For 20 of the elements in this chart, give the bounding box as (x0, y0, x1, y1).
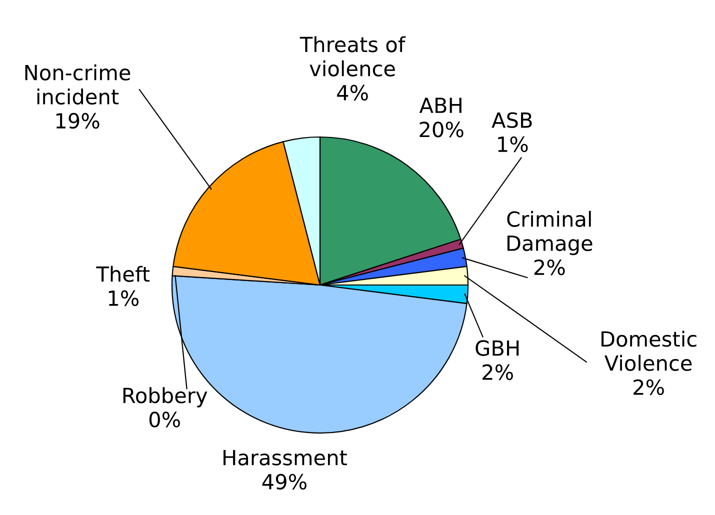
slice-label: Harassment (224, 450, 347, 466)
data-label: 2% (534, 259, 565, 276)
slice-label: Domestic Violence (602, 330, 696, 371)
data-label: 2% (482, 364, 513, 380)
slice-label: ABH (419, 98, 462, 113)
slice-label: Non-crime incident (25, 64, 130, 105)
slice-label: Theft (96, 266, 150, 282)
slice-label: ASB (492, 112, 532, 128)
data-label: 1% (498, 136, 528, 152)
data-label: 4% (337, 84, 368, 101)
category-label: Robbery (123, 387, 208, 408)
slice-label: Threats of violence (300, 36, 406, 76)
data-label: 2% (634, 379, 664, 396)
data-label: 19% (56, 112, 100, 129)
data-label: 20% (420, 122, 464, 138)
slice-label: GBH (476, 340, 519, 356)
slice-label: Criminal Damage (507, 210, 592, 256)
text: 0% (149, 412, 180, 428)
data-label: 49% (262, 474, 306, 490)
data-label: 1% (108, 290, 139, 306)
